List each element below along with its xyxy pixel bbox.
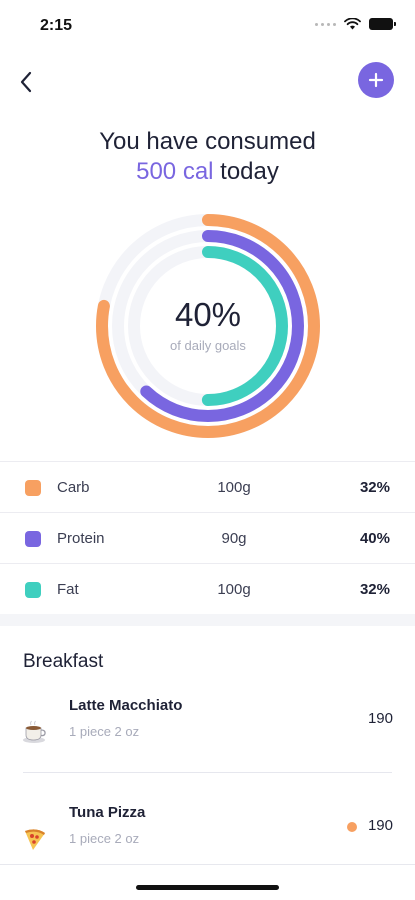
macro-row-protein: Protein 90g 40% bbox=[0, 513, 415, 564]
food-item-tuna-pizza[interactable]: Tuna Pizza 1 piece 2 oz 190 bbox=[0, 804, 415, 874]
ring-percent: 40% bbox=[174, 295, 242, 333]
home-indicator[interactable] bbox=[136, 885, 279, 890]
food-name: Tuna Pizza bbox=[69, 804, 146, 821]
section-divider bbox=[0, 614, 415, 626]
food-calories: 190 bbox=[367, 710, 393, 727]
macro-name: Fat bbox=[57, 581, 79, 598]
page-title: You have consumed 500 cal today bbox=[0, 127, 415, 187]
pizza-slice-icon bbox=[25, 829, 45, 850]
macro-percent: 32% bbox=[359, 581, 390, 598]
food-item-latte[interactable]: Latte Macchiato 1 piece 2 oz 190 bbox=[0, 697, 415, 767]
macro-row-carb: Carb 100g 32% bbox=[0, 462, 415, 513]
macro-grams: 100g bbox=[217, 581, 251, 598]
ring-chart bbox=[96, 214, 320, 438]
meal-title: Breakfast bbox=[23, 651, 104, 672]
wifi-icon bbox=[344, 18, 361, 30]
headline-line2: 500 cal today bbox=[0, 157, 415, 187]
fat-swatch bbox=[25, 582, 41, 598]
signal-icon bbox=[315, 22, 336, 26]
macro-name: Protein bbox=[57, 530, 105, 547]
plus-icon bbox=[368, 72, 384, 88]
macro-percent: 40% bbox=[359, 530, 390, 547]
ring-arc-protein bbox=[112, 230, 304, 422]
ring-caption: of daily goals bbox=[170, 337, 246, 353]
ring-center: 40% of daily goals bbox=[94, 212, 322, 440]
carb-swatch bbox=[25, 480, 41, 496]
food-calories: 190 bbox=[367, 817, 393, 834]
food-portion: 1 piece 2 oz bbox=[69, 724, 140, 739]
macro-row-fat: Fat 100g 32% bbox=[0, 564, 415, 615]
headline-rest: today bbox=[213, 158, 279, 185]
carb-indicator-dot bbox=[347, 822, 357, 832]
status-icons bbox=[315, 18, 396, 30]
battery-icon bbox=[369, 18, 396, 30]
headline-line1: You have consumed bbox=[99, 128, 316, 155]
status-time: 2:15 bbox=[40, 17, 73, 34]
macro-table: Carb 100g 32% Protein 90g 40% Fat 100g 3… bbox=[0, 461, 415, 615]
macro-grams: 90g bbox=[221, 530, 247, 547]
daily-goal-ring: 40% of daily goals bbox=[94, 212, 322, 440]
bottom-bar bbox=[0, 864, 415, 900]
protein-swatch bbox=[25, 531, 41, 547]
ring-arc-carb bbox=[96, 214, 320, 438]
macro-grams: 100g bbox=[217, 479, 251, 496]
chevron-left-icon bbox=[20, 71, 32, 93]
food-name: Latte Macchiato bbox=[69, 697, 183, 714]
nav-bar bbox=[0, 62, 415, 102]
status-bar: 2:15 bbox=[0, 0, 415, 52]
calorie-total: 500 cal bbox=[136, 158, 214, 185]
back-button[interactable] bbox=[12, 64, 40, 100]
food-portion: 1 piece 2 oz bbox=[69, 831, 140, 846]
coffee-cup-icon bbox=[23, 720, 46, 743]
add-button[interactable] bbox=[358, 62, 394, 98]
macro-percent: 32% bbox=[359, 479, 390, 496]
macro-name: Carb bbox=[57, 479, 90, 496]
list-divider bbox=[23, 772, 392, 773]
ring-arc-fat bbox=[128, 246, 288, 406]
